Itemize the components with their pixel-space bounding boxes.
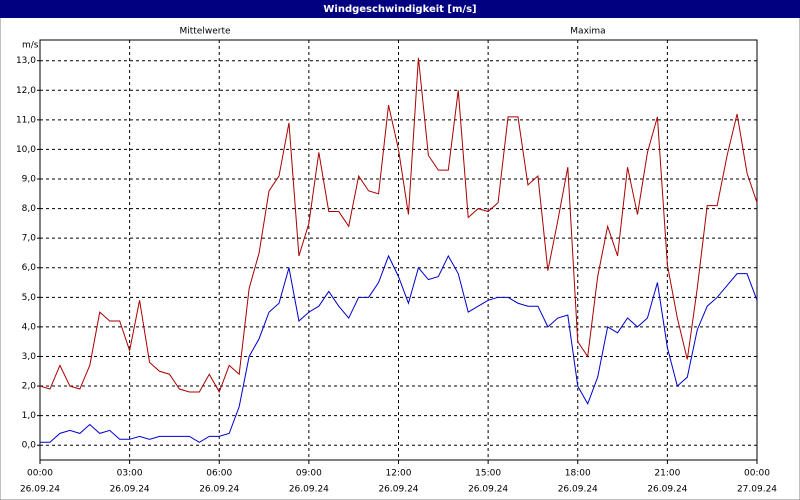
y-tick-label: 1,0 [22, 411, 37, 421]
legend-entry: Mittelwerte [179, 27, 230, 37]
y-tick-label: 7,0 [22, 234, 37, 244]
y-tick-label: 10,0 [16, 145, 36, 155]
legend-entry: Maxima [570, 27, 605, 37]
x-tick-date: 26.09.24 [289, 485, 329, 495]
x-tick-date: 26.09.24 [468, 485, 508, 495]
y-tick-label: 5,0 [22, 293, 37, 303]
x-tick-label: 06:00 [206, 469, 232, 479]
y-tick-label: 8,0 [22, 204, 37, 214]
x-tick-label: 00:00 [744, 469, 770, 479]
x-tick-label: 15:00 [475, 469, 501, 479]
y-tick-label: 2,0 [22, 382, 37, 392]
x-tick-label: 18:00 [565, 469, 591, 479]
y-unit: m/s [22, 41, 39, 51]
title-bar [0, 0, 800, 18]
y-tick-label: 4,0 [22, 322, 37, 332]
x-tick-date: 26.09.24 [378, 485, 418, 495]
y-tick-label: 12,0 [16, 86, 36, 96]
x-tick-date: 26.09.24 [647, 485, 687, 495]
x-tick-date: 27.09.24 [737, 485, 777, 495]
y-tick-label: 6,0 [22, 263, 37, 273]
y-tick-label: 0,0 [22, 441, 37, 451]
y-tick-label: 3,0 [22, 352, 37, 362]
data-line [40, 254, 758, 443]
x-tick-label: 03:00 [117, 469, 143, 479]
y-tick-label: 13,0 [16, 56, 36, 66]
x-tick-label: 21:00 [654, 469, 680, 479]
x-tick-label: 09:00 [296, 469, 322, 479]
x-tick-date: 26.09.24 [199, 485, 239, 495]
y-tick-label: 11,0 [16, 115, 36, 125]
x-tick-date: 26.09.24 [110, 485, 150, 495]
data-line [39, 57, 758, 394]
chart-title: Windgeschwindigkeit [m/s] [323, 4, 476, 15]
x-tick-date: 26.09.24 [558, 485, 598, 495]
x-tick-label: 12:00 [386, 469, 412, 479]
y-tick-label: 9,0 [22, 175, 37, 185]
x-tick-label: 00:00 [27, 469, 53, 479]
x-tick-date: 26.09.24 [20, 485, 60, 495]
